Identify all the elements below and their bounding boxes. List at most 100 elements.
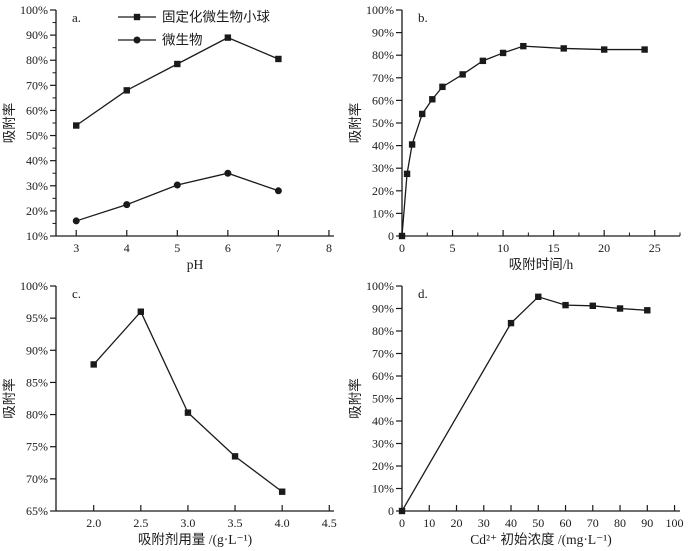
legend-label: 微生物 [162, 33, 203, 48]
x-tick-label: 10 [497, 241, 509, 255]
circle-marker [173, 181, 181, 189]
square-marker [398, 232, 406, 240]
y-tick-label: 100% [366, 279, 394, 293]
y-tick-label: 20% [26, 204, 48, 218]
square-marker [479, 57, 487, 65]
square-marker [403, 170, 411, 178]
square-marker [499, 49, 507, 57]
square-marker [174, 60, 181, 68]
x-tick-label: 30 [478, 516, 490, 530]
square-marker [90, 361, 97, 368]
square-marker [616, 305, 624, 312]
square-marker [278, 488, 286, 495]
y-tick-label: 20% [372, 459, 394, 473]
chart-panel-a: 10% 20% 30% 40% 50% 60% 70% 80% 90% 100% 3 4 5 6 7 8 pH 吸… [1, 3, 334, 272]
x-tick-label: 0 [399, 516, 405, 530]
y-tick-label: 90% [26, 343, 48, 357]
legend-circle-marker [133, 36, 141, 44]
x-tick-label: 50 [532, 516, 544, 530]
x-tick-label: 20 [451, 516, 463, 530]
y-axis-label: 吸附率 [347, 103, 363, 144]
x-tick-label: 5 [450, 241, 456, 255]
panel-letter: d. [418, 286, 428, 301]
chart-panel-c: 65% 70% 75% 80% 85% 90% 95% 100% 2.0 2.5 3.0 3.5 4.0… [1, 279, 337, 547]
series-line [401, 45, 645, 237]
y-axis-label: 吸附率 [347, 378, 363, 419]
square-marker [123, 87, 130, 94]
y-tick-label: 10% [372, 206, 394, 220]
square-marker [419, 110, 426, 118]
y-tick-label: 80% [26, 53, 48, 67]
square-marker [644, 307, 651, 314]
chart-panel-d: 0 10% 20% 30% 40% 50% 60% 70% 80% 90% 100% 0 10 20 30 4… [347, 279, 684, 547]
square-marker [459, 71, 466, 78]
x-tick-label: 100 [666, 516, 684, 530]
y-tick-label: 90% [372, 302, 394, 316]
square-marker [398, 507, 406, 515]
square-marker [224, 34, 232, 41]
y-tick-label: 40% [372, 414, 394, 428]
square-marker [137, 308, 145, 315]
x-tick-label: 15 [548, 241, 560, 255]
y-tick-label: 60% [26, 103, 48, 117]
y-tick-label: 50% [26, 129, 48, 143]
y-tick-label: 40% [372, 139, 394, 153]
square-marker [560, 45, 567, 52]
y-tick-label: 70% [26, 472, 48, 486]
circle-marker [72, 217, 80, 225]
y-tick-label: 100% [20, 279, 48, 293]
x-tick-label: 2.5 [133, 516, 148, 530]
y-tick-label: 80% [372, 48, 394, 62]
x-tick-label: 2.0 [86, 516, 101, 530]
y-tick-label: 60% [372, 369, 394, 383]
legend-label: 固定化微生物小球 [162, 10, 270, 25]
square-marker [439, 83, 446, 91]
x-axis-label: Cd²⁺ 初始浓度 /(mg·L⁻¹) [470, 531, 612, 547]
x-tick-label: 3.5 [228, 516, 243, 530]
x-tick-label: 3.0 [180, 516, 195, 530]
square-marker [535, 293, 542, 300]
x-tick-label: 4 [124, 241, 130, 255]
series-line [93, 310, 283, 493]
y-tick-label: 10% [372, 482, 394, 496]
chart-panel-b: 0 10% 20% 30% 40% 50% 60% 70% 80% 90% 100% 0 5 10 15 20… [347, 3, 681, 272]
square-marker [562, 301, 569, 309]
x-tick-label: 20 [598, 241, 610, 255]
y-tick-label: 90% [372, 26, 394, 40]
y-tick-label: 65% [26, 504, 48, 518]
y-tick-label: 80% [26, 408, 48, 422]
y-axis-label: 吸附率 [1, 103, 17, 144]
y-tick-label: 75% [26, 440, 48, 454]
y-tick-label: 70% [372, 71, 394, 85]
square-marker [507, 319, 515, 327]
y-tick-label: 100% [20, 3, 48, 17]
panel-letter: a. [72, 10, 81, 25]
square-marker [231, 453, 239, 460]
x-tick-label: 10 [423, 516, 435, 530]
y-tick-label: 90% [26, 28, 48, 42]
y-tick-label: 70% [372, 347, 394, 361]
y-tick-label: 60% [372, 93, 394, 107]
x-tick-label: 4.5 [322, 516, 337, 530]
y-axis-label: 吸附率 [1, 378, 17, 419]
y-tick-label: 50% [372, 116, 394, 130]
y-tick-label: 95% [26, 311, 48, 325]
y-tick-label: 50% [372, 392, 394, 406]
circle-marker [274, 187, 282, 195]
square-marker [641, 46, 648, 53]
y-tick-label: 20% [372, 184, 394, 198]
square-marker [275, 55, 282, 63]
y-tick-label: 30% [26, 179, 48, 193]
x-tick-label: 80 [614, 516, 626, 530]
square-marker [408, 141, 416, 148]
square-marker [600, 46, 608, 53]
y-tick-label: 85% [26, 375, 48, 389]
y-tick-label: 30% [372, 161, 394, 175]
y-tick-label: 70% [26, 78, 48, 92]
x-tick-label: 60 [560, 516, 572, 530]
panel-letter: b. [418, 10, 428, 25]
x-tick-label: 0 [399, 241, 405, 255]
x-tick-label: 8 [326, 241, 332, 255]
x-tick-label: 4.0 [275, 516, 290, 530]
